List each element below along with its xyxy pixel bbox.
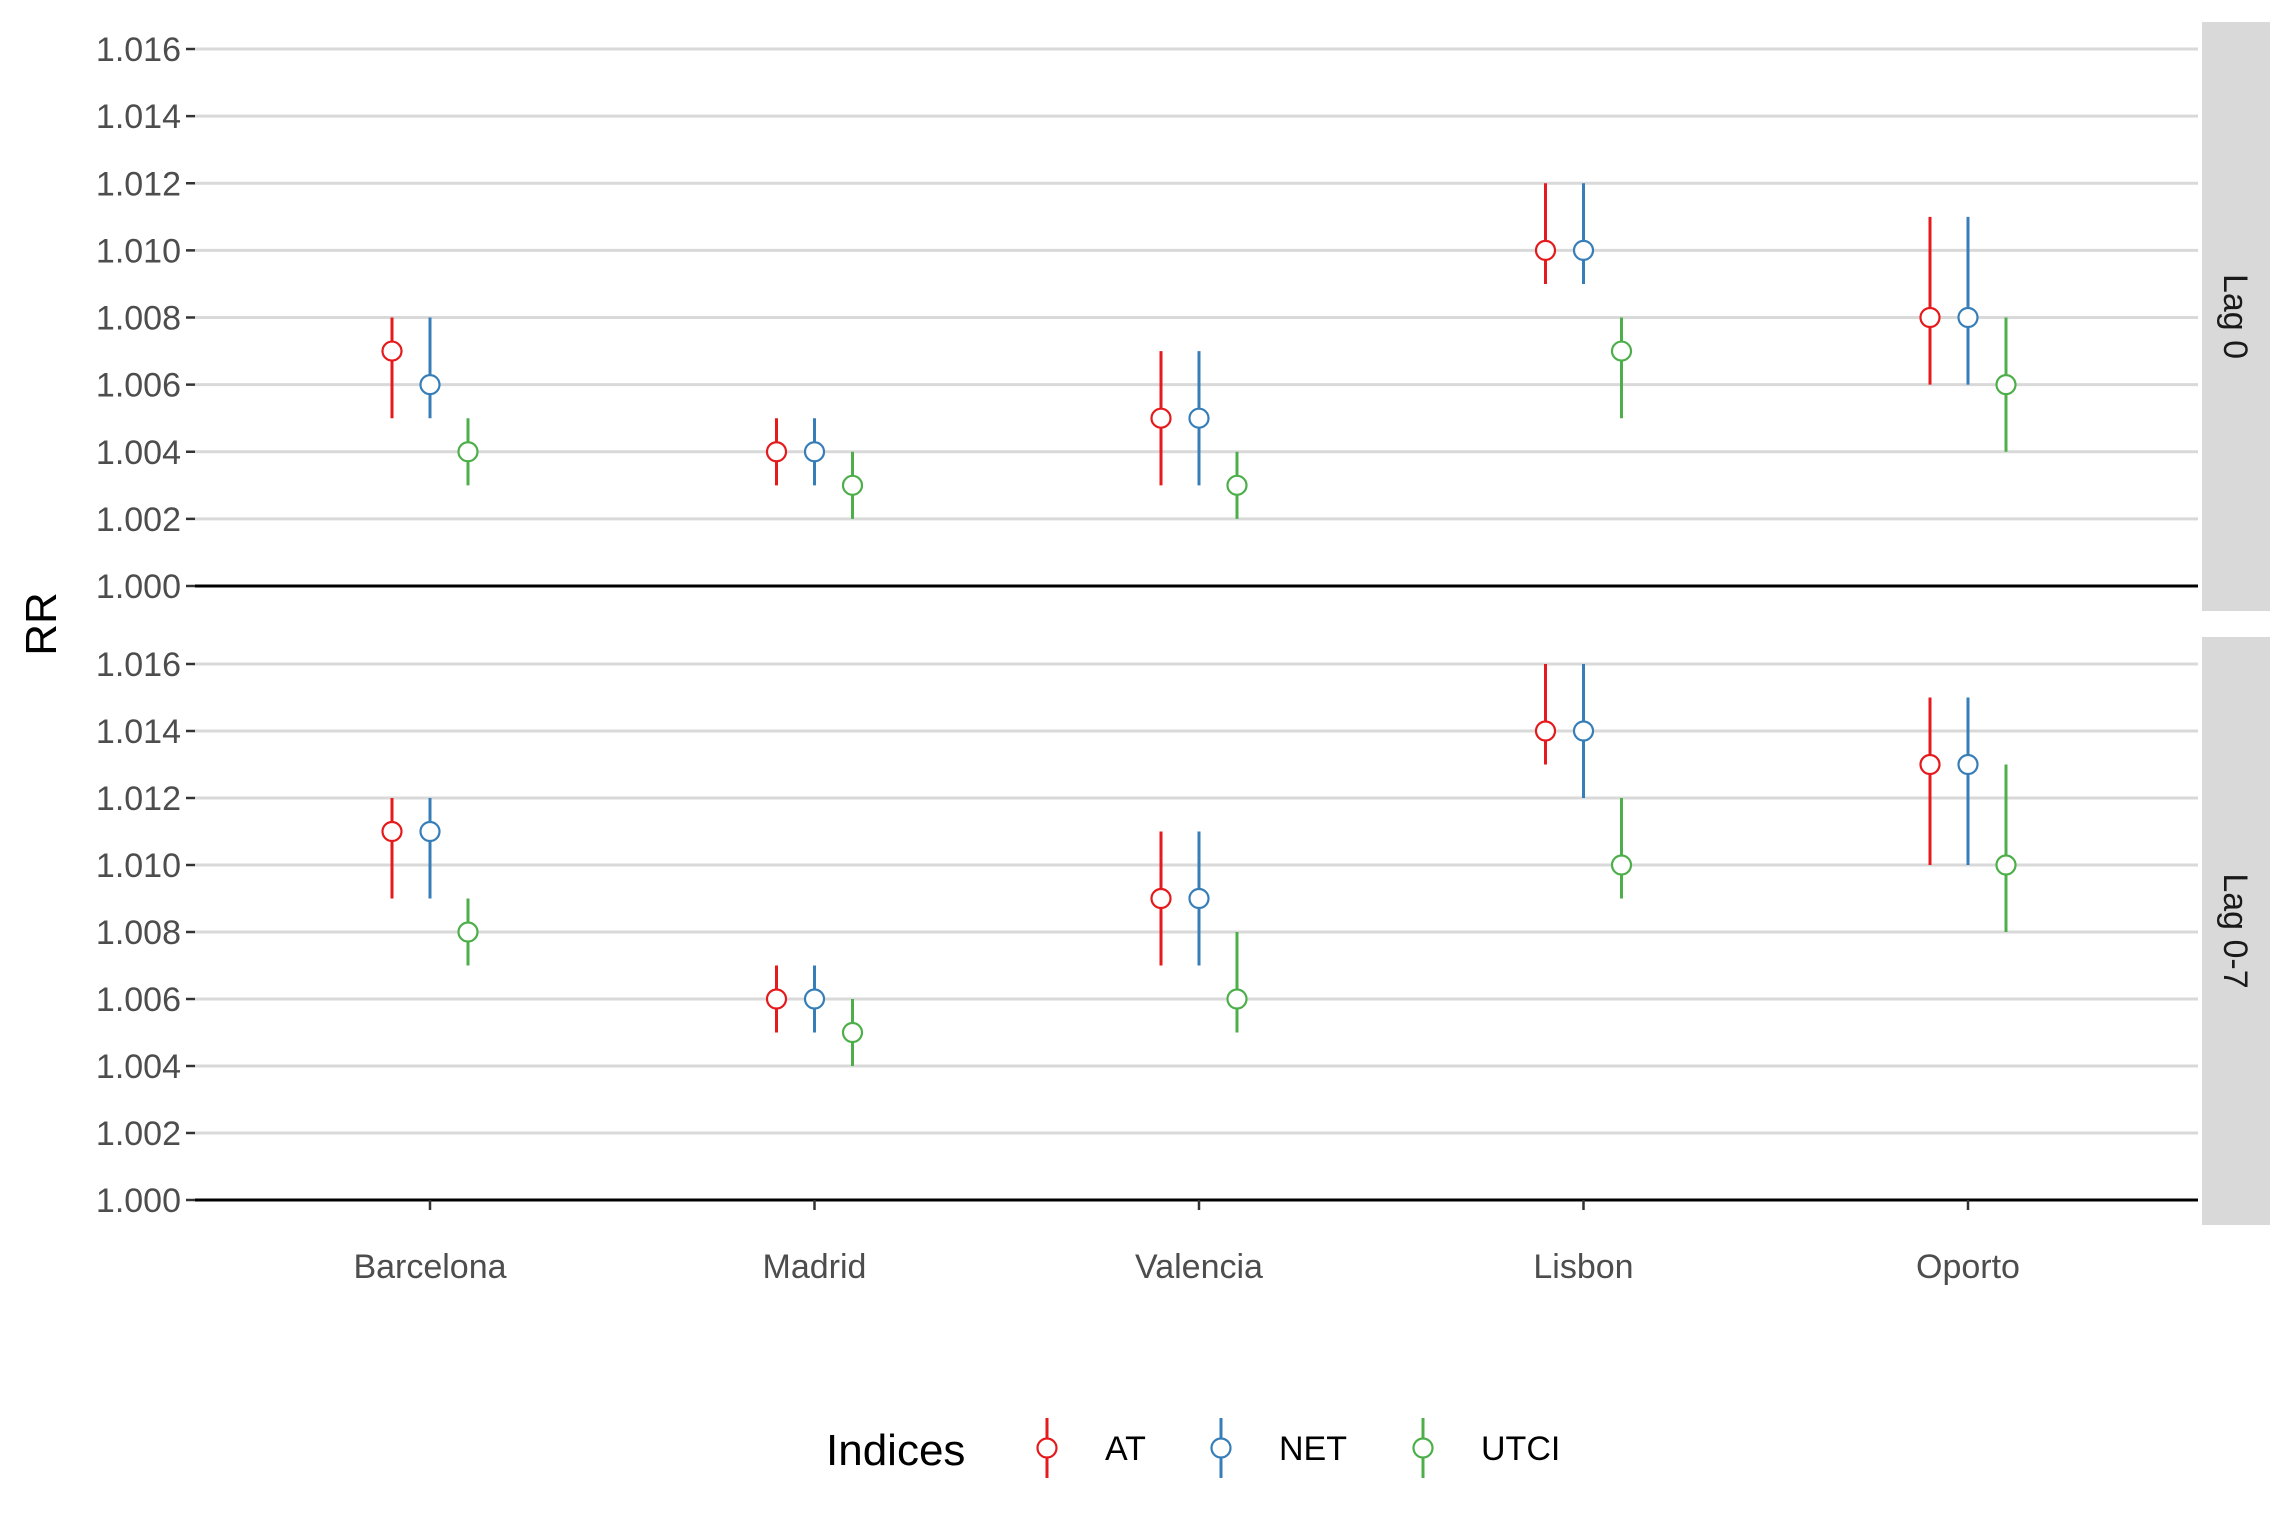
- y-tick-label: 1.006: [96, 981, 181, 1019]
- data-point: [1995, 374, 2017, 396]
- data-point: [1919, 753, 1941, 776]
- y-tick-label: 1.010: [96, 232, 181, 270]
- legend-key-point: [1036, 1437, 1058, 1459]
- data-point: [381, 820, 403, 843]
- y-tick-label: 1.012: [96, 780, 181, 818]
- data-point: [765, 441, 788, 463]
- y-tick-label: 1.008: [96, 914, 181, 952]
- y-tick-label: 1.000: [96, 568, 181, 606]
- y-axis-title: RR: [17, 592, 66, 656]
- y-tick-label: 1.002: [96, 501, 181, 539]
- facet-label: Lag 0-7: [2216, 873, 2254, 988]
- x-tick-label: Valencia: [1135, 1248, 1263, 1286]
- x-tick-label: Madrid: [763, 1248, 867, 1286]
- data-point: [419, 820, 441, 843]
- legend-key-point: [1412, 1437, 1434, 1459]
- y-tick-label: 1.008: [96, 300, 181, 338]
- data-point: [765, 988, 788, 1010]
- y-tick-label: 1.012: [96, 165, 181, 203]
- data-point: [1919, 306, 1941, 329]
- x-tick-label: Oporto: [1916, 1248, 2020, 1286]
- data-point: [1226, 988, 1248, 1010]
- data-point: [1610, 854, 1633, 876]
- legend-key-point: [1210, 1437, 1232, 1459]
- data-point: [1534, 720, 1557, 742]
- y-tick-label: 1.002: [96, 1115, 181, 1153]
- data-point: [1188, 407, 1210, 429]
- y-tick-label: 1.014: [96, 98, 181, 136]
- data-point: [803, 988, 826, 1010]
- legend-label: AT: [1105, 1430, 1146, 1468]
- facet-strip: [2202, 22, 2270, 611]
- y-tick-label: 1.016: [96, 31, 181, 69]
- y-tick-label: 1.014: [96, 713, 181, 751]
- data-point: [1572, 720, 1595, 742]
- facet-strip: [2202, 637, 2270, 1225]
- data-point: [1995, 854, 2017, 876]
- data-point: [1226, 474, 1248, 496]
- data-point: [1957, 306, 1979, 329]
- data-point: [1957, 753, 1979, 776]
- data-point: [1572, 239, 1595, 261]
- y-tick-label: 1.004: [96, 434, 181, 472]
- data-point: [419, 374, 441, 396]
- data-point: [1534, 239, 1557, 261]
- y-tick-label: 1.016: [96, 646, 181, 684]
- data-point: [841, 1021, 864, 1044]
- data-point: [1610, 340, 1633, 362]
- x-tick-label: Barcelona: [353, 1248, 506, 1286]
- data-point: [381, 340, 403, 362]
- legend-label: UTCI: [1481, 1430, 1560, 1468]
- data-point: [1188, 887, 1210, 910]
- data-point: [457, 441, 479, 463]
- y-tick-label: 1.006: [96, 367, 181, 405]
- y-tick-label: 1.010: [96, 847, 181, 885]
- data-point: [1150, 887, 1172, 910]
- data-point: [841, 474, 864, 496]
- data-point: [803, 441, 826, 463]
- y-tick-label: 1.000: [96, 1182, 181, 1220]
- legend-label: NET: [1279, 1430, 1347, 1468]
- legend-title: Indices: [826, 1426, 965, 1475]
- data-point: [1150, 407, 1172, 429]
- facet-label: Lag 0: [2216, 274, 2254, 359]
- data-point: [457, 921, 479, 943]
- y-tick-label: 1.004: [96, 1048, 181, 1086]
- x-tick-label: Lisbon: [1533, 1248, 1633, 1286]
